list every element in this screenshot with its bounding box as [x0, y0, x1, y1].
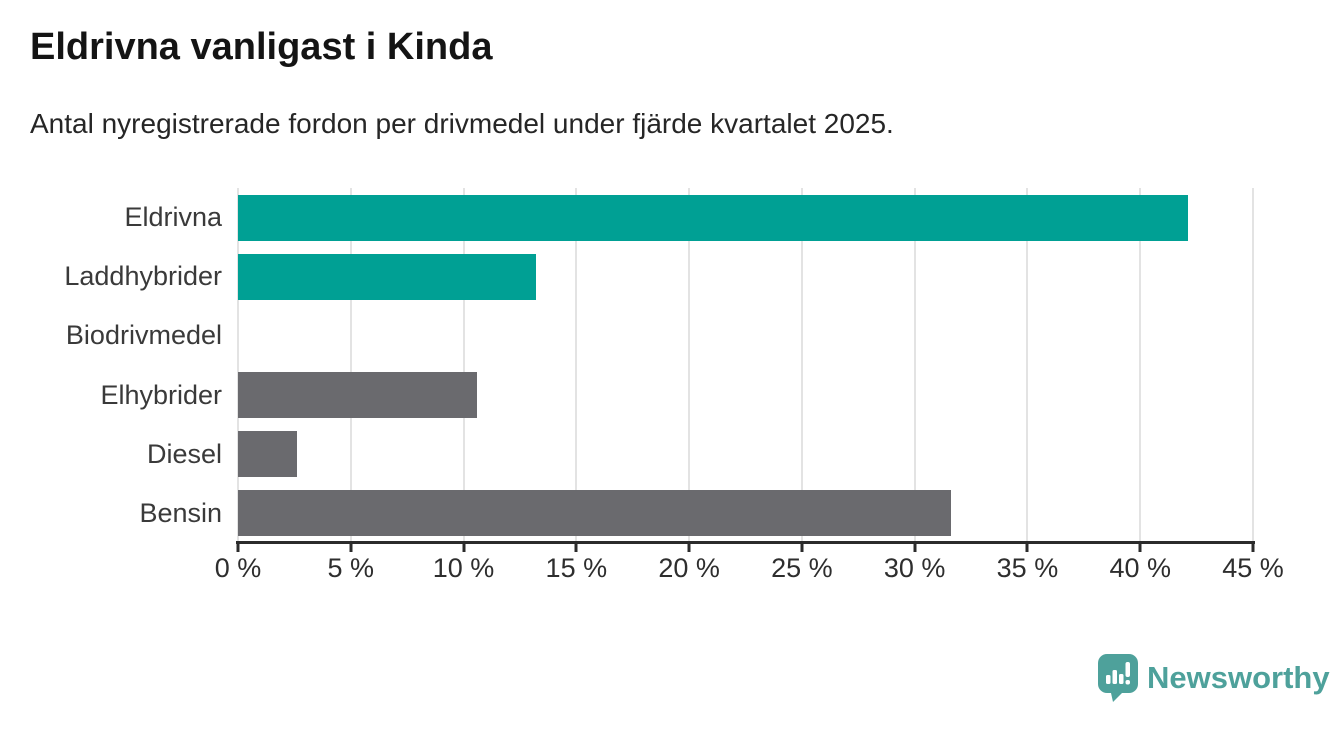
gridline-40 [1139, 188, 1142, 543]
x-axis-tick-25 [800, 543, 804, 552]
bar-laddhybrider [238, 253, 536, 300]
x-axis-tick-5 [349, 543, 353, 552]
gridline-10 [462, 188, 465, 543]
gridline-30 [913, 188, 916, 543]
y-axis-category-labels: Eldrivna Laddhybrider Biodrivmedel Elhybrid… [0, 188, 222, 543]
bar-bensin [238, 490, 951, 537]
gridline-25 [800, 188, 803, 543]
logo-bar-medium [1119, 674, 1124, 684]
gridline-45 [1252, 188, 1254, 543]
bar-row-biodrivmedel [238, 306, 1253, 365]
x-axis-tick-40 [1138, 543, 1142, 552]
logo-exclamation-dot [1125, 680, 1130, 685]
x-axis-tick-label-30: 30 % [883, 553, 946, 583]
x-axis-line [236, 541, 1255, 544]
logo-exclamation-stem [1125, 662, 1130, 677]
x-axis-tick-label-10: 10 % [432, 553, 495, 583]
logo-bar-short [1106, 675, 1111, 684]
bar-diesel [238, 431, 297, 478]
gridline-35 [1026, 188, 1029, 543]
gridline-15 [575, 188, 578, 543]
category-label-biodrivmedel: Biodrivmedel [65, 320, 222, 351]
gridline-20 [688, 188, 691, 543]
x-axis-tick-15 [574, 543, 578, 552]
bar-row-bensin [238, 484, 1253, 543]
x-axis-tick-label-40: 40 % [1109, 553, 1171, 583]
bar-row-elhybrider [238, 366, 1253, 425]
x-axis-tick-label-15: 15 % [545, 553, 608, 583]
category-label-eldrivna: Eldrivna [124, 202, 222, 233]
chart-subtitle: Antal nyregistrerade fordon per drivmede… [30, 108, 894, 139]
gridline-5 [349, 188, 352, 543]
x-axis-tick-label-35: 35 % [996, 553, 1059, 583]
chart-title: Eldrivna vanligast i Kinda [30, 26, 493, 68]
bar-row-diesel [238, 425, 1253, 484]
newsworthy-pin-bar-chart-icon [1098, 654, 1138, 702]
category-label-diesel: Diesel [146, 438, 222, 469]
category-label-laddhybrider: Laddhybrider [64, 261, 222, 292]
x-axis-tick-20 [687, 543, 691, 552]
x-axis-tick-label-45: 45 % [1222, 553, 1284, 583]
category-label-elhybrider: Elhybrider [100, 379, 222, 410]
bar-eldrivna [238, 194, 1188, 241]
x-axis-tick-label-20: 20 % [658, 553, 720, 583]
bar-row-eldrivna [238, 188, 1253, 247]
brand-name: Newsworthy [1147, 660, 1330, 695]
x-axis-tick-10 [462, 543, 466, 552]
bar-elhybrider [238, 372, 478, 419]
x-axis-tick-30 [913, 543, 917, 552]
logo-bar-tall [1112, 670, 1117, 684]
x-axis-tick-label-25: 25 % [771, 553, 833, 583]
plot-area [237, 188, 1254, 543]
bar-row-laddhybrider [238, 247, 1253, 306]
brand-footer: Newsworthy [1098, 654, 1330, 702]
x-axis-tick-35 [1025, 543, 1029, 552]
category-label-bensin: Bensin [139, 497, 222, 528]
x-axis-tick-label-5: 5 % [327, 553, 375, 583]
bar-rows [238, 188, 1253, 543]
x-axis-tick-label-0: 0 % [214, 553, 262, 583]
x-axis-tick-45 [1251, 543, 1255, 552]
gridline-0 [237, 188, 239, 543]
x-axis-tick-0 [236, 543, 240, 552]
